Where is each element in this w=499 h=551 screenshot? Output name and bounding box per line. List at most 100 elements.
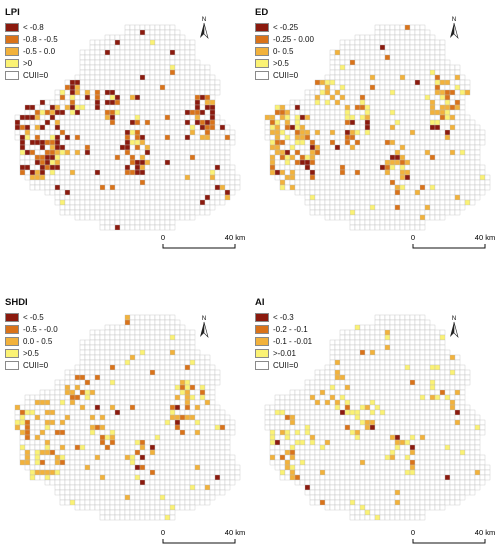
grid-cell <box>469 454 476 461</box>
grid-cell <box>284 174 291 181</box>
grid-cell <box>154 29 161 36</box>
grid-cell <box>414 424 421 431</box>
grid-cell <box>434 419 441 426</box>
grid-cell <box>144 464 151 471</box>
grid-cell <box>144 199 151 206</box>
grid-cell <box>124 34 131 41</box>
grid-cell <box>184 209 191 216</box>
grid-cell <box>289 449 296 456</box>
grid-cell <box>159 509 166 516</box>
grid-cell <box>184 354 191 361</box>
grid-cell <box>469 174 476 181</box>
grid-cell <box>439 94 446 101</box>
grid-cell <box>89 114 96 121</box>
grid-cell <box>119 409 126 416</box>
grid-cell <box>74 99 81 106</box>
grid-cell <box>29 144 36 151</box>
grid-cell <box>369 34 376 41</box>
grid-cell <box>119 104 126 111</box>
grid-cell <box>179 399 186 406</box>
grid-cell <box>439 349 446 356</box>
grid-cell <box>424 84 431 91</box>
grid-cell <box>364 79 371 86</box>
grid-cell <box>414 204 421 211</box>
grid-cell <box>59 144 66 151</box>
grid-cell <box>449 154 456 161</box>
grid-cell <box>374 434 381 441</box>
grid-cell <box>169 449 176 456</box>
grid-cell <box>174 339 181 346</box>
grid-cell <box>139 119 146 126</box>
grid-cell <box>349 389 356 396</box>
grid-cell <box>164 204 171 211</box>
grid-cell <box>404 199 411 206</box>
grid-cell <box>169 489 176 496</box>
grid-cell <box>84 189 91 196</box>
grid-cell <box>324 209 331 216</box>
grid-cell <box>109 404 116 411</box>
grid-cell <box>174 384 181 391</box>
grid-cell <box>109 459 116 466</box>
grid-cell <box>324 129 331 136</box>
grid-cell <box>184 144 191 151</box>
grid-cell <box>424 424 431 431</box>
grid-cell <box>354 94 361 101</box>
grid-cell <box>149 514 156 521</box>
grid-cell <box>384 54 391 61</box>
grid-cell <box>89 39 96 46</box>
grid-cell <box>104 404 111 411</box>
grid-cell <box>334 454 341 461</box>
grid-cell <box>159 404 166 411</box>
grid-cell <box>394 359 401 366</box>
grid-cell <box>134 84 141 91</box>
grid-cell <box>344 154 351 161</box>
grid-cell <box>124 454 131 461</box>
grid-cell <box>114 494 121 501</box>
grid-cell <box>194 139 201 146</box>
grid-cell <box>409 29 416 36</box>
grid-cell <box>384 149 391 156</box>
grid-cell <box>169 209 176 216</box>
grid-cell <box>139 129 146 136</box>
grid-cell <box>184 69 191 76</box>
grid-cell <box>124 389 131 396</box>
grid-cell <box>459 204 466 211</box>
grid-cell <box>24 404 31 411</box>
grid-cell <box>414 79 421 86</box>
grid-cell <box>144 364 151 371</box>
grid-cell <box>59 194 66 201</box>
grid-cell <box>429 189 436 196</box>
grid-cell <box>464 164 471 171</box>
grid-cell <box>194 384 201 391</box>
grid-cell <box>114 144 121 151</box>
grid-cell <box>79 104 86 111</box>
grid-cell <box>479 189 486 196</box>
grid-cell <box>154 499 161 506</box>
grid-cell <box>179 179 186 186</box>
grid-cell <box>199 399 206 406</box>
grid-cell <box>344 369 351 376</box>
grid-cell <box>84 169 91 176</box>
grid-cell <box>414 349 421 356</box>
grid-cell <box>149 179 156 186</box>
grid-cell <box>179 164 186 171</box>
grid-cell <box>399 379 406 386</box>
grid-cell <box>414 354 421 361</box>
grid-cell <box>354 54 361 61</box>
grid-cell <box>104 129 111 136</box>
grid-cell <box>219 469 226 476</box>
grid-cell <box>199 154 206 161</box>
grid-cell <box>134 104 141 111</box>
grid-cell <box>269 164 276 171</box>
grid-cell <box>329 419 336 426</box>
grid-cell <box>39 474 46 481</box>
grid-cell <box>39 154 46 161</box>
grid-cell <box>74 169 81 176</box>
grid-cell <box>299 444 306 451</box>
grid-cell <box>174 454 181 461</box>
grid-cell <box>359 114 366 121</box>
legend-swatch <box>5 360 19 370</box>
grid-cell <box>134 69 141 76</box>
grid-cell <box>114 59 121 66</box>
grid-cell <box>69 84 76 91</box>
